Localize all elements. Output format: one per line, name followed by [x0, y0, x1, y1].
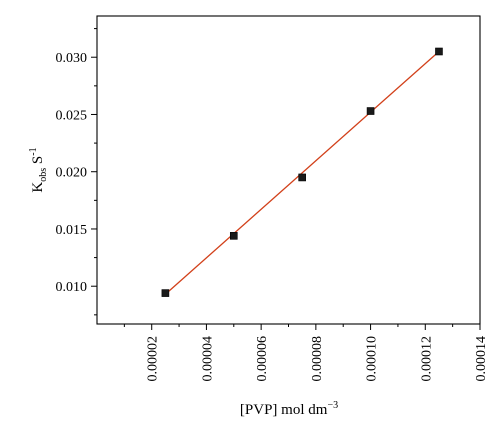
x-axis-title-main: [PVP] mol dm — [240, 402, 328, 418]
y-axis-title: Kobs S-1 — [28, 147, 49, 192]
x-tick-label: 0.00004 — [200, 336, 215, 382]
plot-frame — [96, 15, 481, 325]
x-axis-title-sup: −3 — [327, 400, 338, 411]
data-point — [161, 289, 170, 297]
data-point — [298, 173, 306, 182]
x-tick-label: 0.00008 — [310, 336, 325, 382]
y-axis-title-sup: -1 — [28, 147, 39, 155]
data-point — [229, 232, 238, 240]
y-tick-label: 0.025 — [56, 108, 88, 123]
y-axis-title-rest: S — [30, 156, 46, 168]
y-tick-label: 0.015 — [56, 223, 88, 238]
y-axis-ticks: 0.010 0.015 0.020 0.025 0.030 — [56, 28, 97, 316]
data-point — [435, 47, 443, 56]
fit-line — [164, 51, 440, 295]
x-tick-label: 0.00012 — [419, 336, 434, 382]
data-point — [366, 107, 375, 115]
fit-line-group — [164, 51, 440, 295]
x-axis-title: [PVP] mol dm−3 — [240, 400, 338, 418]
x-axis-ticks: 0.00002 0.00004 0.00006 0.00008 0.00010 0.000… — [123, 324, 489, 382]
x-tick-label: 0.00014 — [474, 336, 489, 382]
x-tick-label: 0.00006 — [255, 336, 270, 382]
y-tick-label: 0.020 — [56, 166, 88, 181]
x-tick-label: 0.00002 — [146, 336, 161, 382]
y-axis-title-base: K — [30, 182, 46, 193]
y-axis-title-sub: obs — [38, 168, 49, 182]
y-tick-label: 0.030 — [56, 51, 88, 66]
x-tick-label: 0.00010 — [365, 336, 380, 382]
data-points — [161, 47, 443, 297]
y-tick-label: 0.010 — [56, 280, 88, 295]
